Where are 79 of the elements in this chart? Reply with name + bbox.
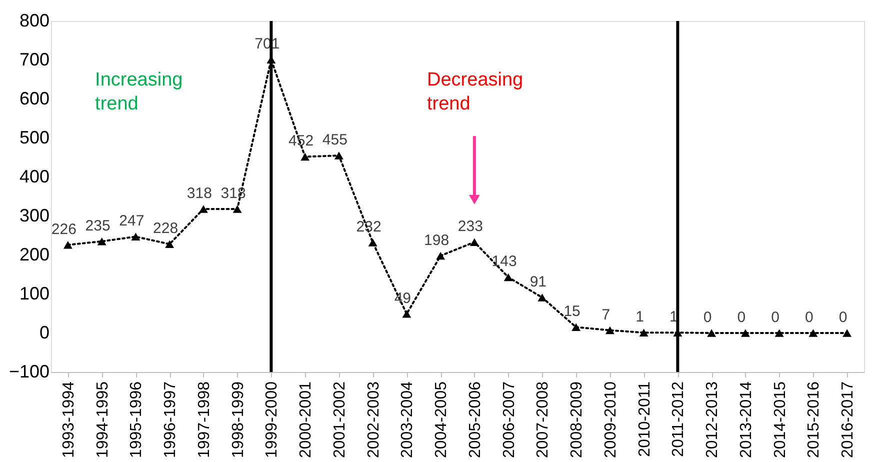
data-label: 143	[492, 253, 517, 270]
x-tick-label: 2013-2014	[738, 381, 755, 458]
point	[572, 323, 581, 332]
y-tick-label: 500	[19, 128, 50, 148]
y-tick-label: 300	[19, 206, 50, 226]
data-label: 0	[703, 309, 712, 326]
y-tick-label: 100	[19, 284, 50, 304]
point	[368, 238, 378, 246]
x-tick-label: 2011-2012	[670, 381, 688, 457]
x-tick-label: 2008-2009	[568, 381, 586, 458]
x-tick-label: 1996-1997	[162, 381, 180, 458]
data-label: 318	[186, 184, 212, 202]
x-tick-label: 1993-1994	[60, 381, 78, 458]
y-tick-label: −100	[8, 362, 50, 382]
x-tick-label: 2003-2004	[399, 381, 416, 458]
data-label: 0	[771, 309, 780, 326]
point	[470, 238, 479, 246]
data-label: 1	[636, 308, 644, 326]
y-tick-label: 800	[19, 10, 50, 30]
y-tick-label: 600	[19, 88, 50, 108]
point	[808, 329, 818, 337]
data-label: 226	[51, 220, 76, 238]
point	[198, 205, 208, 213]
data-label: 91	[530, 274, 547, 291]
x-tick-label: 2010-2011	[636, 381, 654, 457]
point	[97, 237, 106, 246]
x-tick-label: 2006-2007	[500, 381, 518, 458]
x-tick-label: 1994-1995	[94, 381, 112, 458]
x-tick-label: 1997-1998	[196, 381, 213, 458]
data-label: 318	[220, 184, 246, 202]
point	[165, 240, 174, 248]
point	[300, 152, 310, 161]
point	[63, 240, 72, 249]
data-label: 49	[394, 290, 412, 307]
x-tick-label: 2001-2002	[331, 381, 348, 458]
x-tick-label: 2012-2013	[704, 381, 722, 458]
data-label: 228	[153, 220, 178, 238]
x-tick-label: 2000-2001	[298, 381, 315, 458]
point	[504, 273, 513, 282]
y-tick-label: 0	[39, 322, 50, 342]
point	[639, 328, 648, 336]
point	[842, 329, 852, 337]
data-label: 235	[85, 217, 110, 234]
point	[402, 310, 412, 318]
data-label: 7	[602, 306, 610, 324]
x-tick-label: 2016-2017	[840, 381, 857, 458]
data-label: 233	[458, 218, 483, 236]
data-label: 15	[564, 303, 580, 320]
data-label: 247	[119, 212, 144, 230]
point	[232, 205, 242, 213]
y-tick-label: 200	[19, 244, 50, 264]
data-label: 452	[288, 132, 314, 150]
x-tick-label: 2005-2006	[466, 381, 484, 458]
point	[740, 329, 750, 337]
point	[538, 294, 547, 302]
x-tick-label: 2014-2015	[772, 381, 789, 458]
y-tick-label: 700	[19, 50, 50, 70]
annotation: Increasing trend	[95, 70, 183, 114]
point	[605, 326, 614, 334]
annotation: Decreasing trend	[427, 70, 524, 114]
x-tick-label: 2007-2008	[534, 381, 552, 458]
data-label: 198	[424, 232, 450, 249]
x-tick-label: 2009-2010	[602, 381, 620, 458]
point	[707, 329, 716, 337]
y-tick-label: 400	[19, 166, 50, 186]
x-tick-label: 2015-2016	[806, 381, 823, 458]
point	[334, 152, 344, 160]
data-label: 0	[737, 309, 746, 326]
data-label: 0	[838, 309, 848, 326]
x-tick-label: 2004-2005	[433, 381, 450, 458]
x-tick-label: 2002-2003	[365, 381, 382, 458]
point	[774, 329, 784, 337]
x-tick-label: 1998-1999	[230, 381, 247, 458]
data-label: 0	[805, 309, 814, 326]
x-tick-label: 1999-2000	[264, 381, 281, 458]
x-tick-label: 1995-1996	[128, 381, 146, 458]
data-label: 455	[322, 132, 348, 149]
point	[131, 232, 140, 241]
point	[436, 252, 446, 260]
